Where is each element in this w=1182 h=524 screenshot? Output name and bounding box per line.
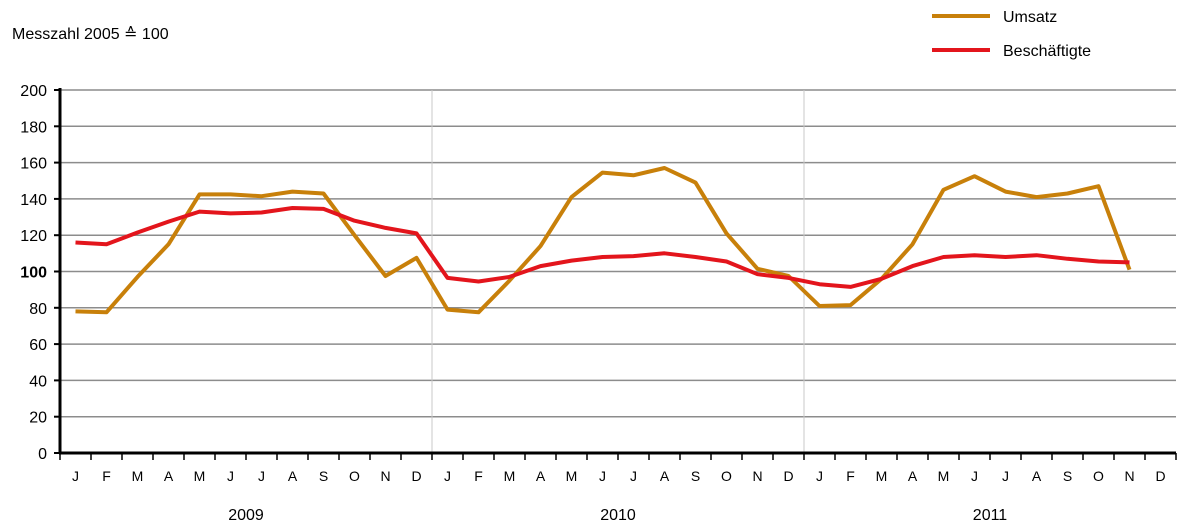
x-tick-label: D bbox=[783, 468, 793, 484]
x-tick-label: A bbox=[1032, 468, 1042, 484]
y-tick-label: 60 bbox=[29, 337, 47, 354]
y-tick-label: 20 bbox=[29, 410, 47, 427]
x-tick-label: F bbox=[846, 468, 855, 484]
series-line-beschaeftigte bbox=[75, 206, 1130, 289]
x-tick-label: J bbox=[444, 468, 451, 484]
x-tick-label: N bbox=[380, 468, 390, 484]
x-tick-label: M bbox=[566, 468, 578, 484]
x-tick-label: J bbox=[72, 468, 79, 484]
series-line-umsatz bbox=[75, 166, 1132, 315]
x-tick-label: S bbox=[691, 468, 700, 484]
x-tick-label: J bbox=[599, 468, 606, 484]
series-lines bbox=[75, 166, 1132, 315]
y-tick-label: 80 bbox=[29, 301, 47, 318]
x-tick-label: A bbox=[288, 468, 298, 484]
y-tick-label: 180 bbox=[20, 119, 47, 136]
x-tick-label: F bbox=[102, 468, 111, 484]
x-tick-label: O bbox=[1093, 468, 1104, 484]
y-tick-label: 160 bbox=[20, 156, 47, 173]
year-label: 2009 bbox=[228, 507, 264, 524]
x-tick-label: J bbox=[971, 468, 978, 484]
gridlines bbox=[60, 89, 1176, 453]
year-label: 2011 bbox=[973, 507, 1008, 524]
legend-label-beschaeftigte: Beschäftigte bbox=[1003, 43, 1091, 60]
x-tick-label: S bbox=[1063, 468, 1072, 484]
x-tick-label: N bbox=[752, 468, 762, 484]
x-tick-label: M bbox=[938, 468, 950, 484]
x-tick-label: J bbox=[227, 468, 234, 484]
x-tick-label: J bbox=[1002, 468, 1009, 484]
x-tick-label: F bbox=[474, 468, 483, 484]
x-tick-label: A bbox=[908, 468, 918, 484]
x-tick-label: O bbox=[721, 468, 732, 484]
legend: Umsatz Beschäftigte bbox=[932, 9, 1091, 60]
x-tick-label: J bbox=[816, 468, 823, 484]
y-axis-ticks: 0 20 40 60 80 100 120 140 160 180 200 bbox=[20, 83, 60, 463]
x-tick-label: A bbox=[660, 468, 670, 484]
x-tick-label: A bbox=[536, 468, 546, 484]
axes bbox=[58, 88, 1177, 460]
x-tick-label: J bbox=[630, 468, 637, 484]
unit-label: Messzahl 2005 ≙ 100 bbox=[12, 26, 169, 43]
x-tick-label: O bbox=[349, 468, 360, 484]
x-tick-label: S bbox=[319, 468, 328, 484]
x-tick-label: J bbox=[258, 468, 265, 484]
y-tick-label: 120 bbox=[20, 228, 47, 245]
legend-label-umsatz: Umsatz bbox=[1003, 9, 1057, 26]
year-label: 2010 bbox=[600, 507, 636, 524]
x-tick-label: D bbox=[1155, 468, 1165, 484]
y-tick-label: 200 bbox=[20, 83, 47, 100]
x-tick-label: A bbox=[164, 468, 174, 484]
x-tick-label: M bbox=[194, 468, 206, 484]
y-tick-label: 40 bbox=[29, 373, 47, 390]
y-tick-label: 140 bbox=[20, 192, 47, 209]
x-tick-label: M bbox=[876, 468, 888, 484]
x-tick-label: M bbox=[132, 468, 144, 484]
x-tick-label: N bbox=[1124, 468, 1134, 484]
x-tick-label: M bbox=[504, 468, 516, 484]
x-tick-label: D bbox=[411, 468, 421, 484]
y-tick-label: 100 bbox=[20, 265, 47, 282]
x-axis-labels: J F M A M J J A S O N D J F M A M J J A S O N D J F M A M J J A S O N D 2009… bbox=[72, 468, 1166, 524]
y-tick-label: 0 bbox=[38, 446, 47, 463]
